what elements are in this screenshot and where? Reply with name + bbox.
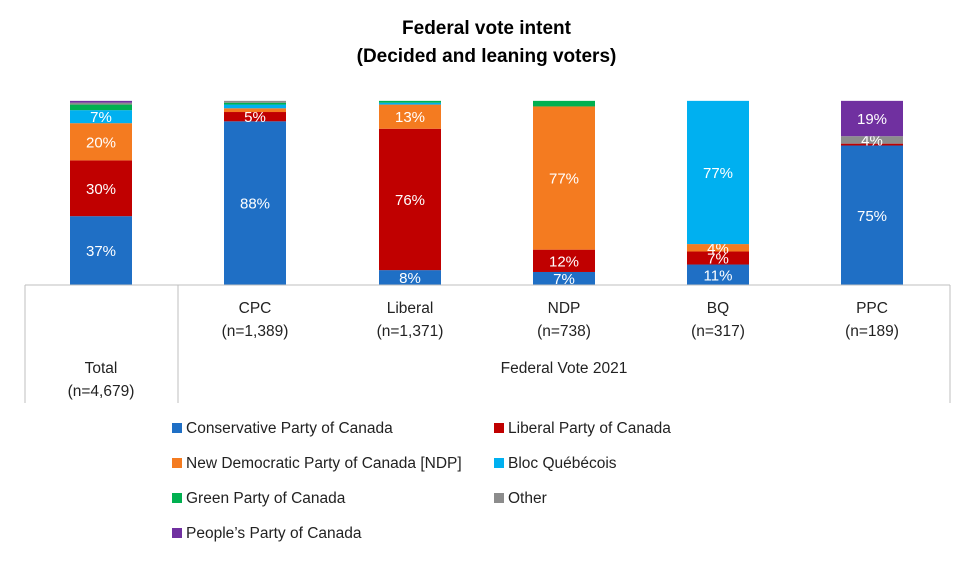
tick-label: NDP — [548, 300, 581, 317]
bar-segment-cpc-5 — [224, 100, 286, 103]
legend-label: Liberal Party of Canada — [508, 420, 671, 437]
bar-segment-ppc-6 — [841, 100, 903, 137]
legend-label: Green Party of Canada — [186, 490, 346, 507]
bar-segment-bq-1 — [687, 251, 749, 265]
bar-segment-ndp-0 — [533, 271, 595, 285]
bar-segment-cpc-0 — [224, 121, 286, 285]
legend-label: Bloc Québécois — [508, 455, 617, 472]
bar-segment-ndp-2 — [533, 106, 595, 250]
bar-segment-liberal-4 — [379, 100, 441, 103]
legend-label: New Democratic Party of Canada [NDP] — [186, 455, 462, 472]
data-label: 19% — [857, 111, 887, 128]
bar-segment-total-2 — [70, 123, 132, 161]
data-label: 13% — [395, 109, 425, 126]
legend-item: Other — [494, 490, 547, 508]
bar-segment-cpc-1 — [224, 112, 286, 122]
tick-label-n: (n=189) — [845, 323, 899, 340]
data-label: 12% — [549, 253, 579, 270]
bar-segment-liberal-0 — [379, 270, 441, 285]
data-label: 7% — [90, 109, 112, 126]
bar-segment-cpc-2 — [224, 108, 286, 113]
legend-label: People’s Party of Canada — [186, 525, 362, 542]
data-label: 88% — [240, 196, 270, 213]
data-label: 11% — [704, 267, 733, 284]
data-label: 4% — [707, 240, 729, 257]
legend-swatch — [494, 493, 504, 503]
bar-segment-total-6 — [70, 100, 132, 103]
data-label: 8% — [399, 270, 421, 287]
bar-segment-ppc-5 — [841, 136, 903, 144]
tick-label-n: (n=317) — [691, 323, 745, 340]
data-label: 37% — [86, 243, 116, 260]
bar-segment-liberal-2 — [379, 104, 441, 129]
bar-segment-total-5 — [70, 102, 132, 105]
legend-item: Conservative Party of Canada — [172, 420, 393, 438]
legend-swatch — [494, 423, 504, 433]
bar-segment-total-0 — [70, 216, 132, 285]
data-label: 77% — [703, 165, 733, 182]
data-label: 76% — [395, 192, 425, 209]
legend-swatch — [172, 528, 182, 538]
legend-label: Other — [508, 490, 547, 507]
bar-segment-cpc-3 — [224, 104, 286, 109]
legend-item: People’s Party of Canada — [172, 525, 362, 543]
data-label: 77% — [549, 171, 579, 188]
tick-label: CPC — [239, 300, 272, 317]
tick-label: PPC — [856, 300, 888, 317]
bar-segment-total-4 — [70, 104, 132, 111]
tick-label: BQ — [707, 300, 729, 317]
data-label: 5% — [244, 109, 266, 126]
legend-item: New Democratic Party of Canada [NDP] — [172, 455, 462, 473]
data-label: 75% — [857, 208, 887, 225]
bar-segment-ndp-1 — [533, 249, 595, 272]
tick-label-n: (n=1,371) — [377, 323, 444, 340]
legend-swatch — [172, 458, 182, 468]
bar-segment-ndp-4 — [533, 100, 595, 107]
tick-label: Liberal — [387, 300, 434, 317]
legend-item: Liberal Party of Canada — [494, 420, 671, 438]
bar-segment-bq-2 — [687, 244, 749, 252]
bar-segment-bq-3 — [687, 100, 749, 245]
data-label: 7% — [707, 251, 729, 268]
bar-segment-liberal-3 — [379, 102, 441, 105]
legend-swatch — [494, 458, 504, 468]
bar-segment-bq-0 — [687, 264, 749, 285]
legend-label: Conservative Party of Canada — [186, 420, 393, 437]
tick-label-n: (n=738) — [537, 323, 591, 340]
data-label: 4% — [861, 132, 883, 149]
bar-segment-ppc-0 — [841, 145, 903, 285]
group-label: Federal Vote 2021 — [501, 360, 628, 377]
bar-segment-cpc-4 — [224, 102, 286, 105]
bar-segment-total-1 — [70, 160, 132, 217]
chart-subtitle: (Decided and leaning voters) — [356, 46, 617, 67]
legend-item: Bloc Québécois — [494, 455, 617, 473]
legend-swatch — [172, 423, 182, 433]
data-label: 7% — [553, 271, 575, 288]
data-label: 20% — [86, 134, 116, 151]
legend-swatch — [172, 493, 182, 503]
tick-label-n: (n=4,679) — [68, 383, 135, 400]
legend-item: Green Party of Canada — [172, 490, 345, 508]
tick-label-n: (n=1,389) — [222, 323, 289, 340]
data-label: 30% — [86, 181, 116, 198]
bar-segment-total-3 — [70, 110, 132, 124]
chart-title: Federal vote intent — [402, 18, 571, 39]
tick-label: Total — [85, 360, 118, 377]
bar-segment-ppc-1 — [841, 143, 903, 146]
bar-segment-liberal-1 — [379, 128, 441, 271]
